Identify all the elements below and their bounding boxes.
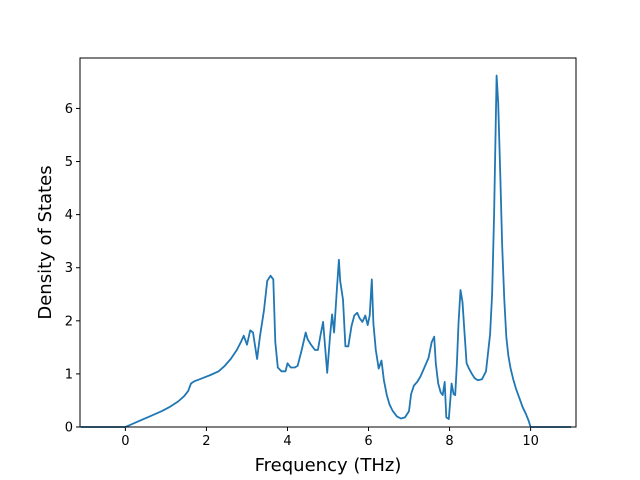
y-tick-label: 6 (65, 102, 73, 117)
x-tick-label: 2 (202, 434, 210, 449)
series-layer (80, 74, 572, 428)
y-axis-label: Density of States (35, 165, 56, 319)
x-tick-label: 4 (283, 434, 291, 449)
dos-series-line (80, 74, 572, 428)
y-tick-label: 4 (65, 208, 73, 223)
x-axis: 0 2 4 6 8 10 (121, 427, 539, 449)
x-axis-label: Frequency (THz) (255, 455, 402, 476)
x-tick-label: 0 (121, 434, 129, 449)
x-tick-label: 8 (445, 434, 453, 449)
y-tick-label: 0 (65, 421, 73, 436)
y-axis: 0 1 2 3 4 5 6 (65, 102, 80, 436)
plot-area-frame (79, 57, 577, 428)
y-tick-label: 5 (65, 155, 73, 170)
y-tick-label: 2 (65, 314, 73, 329)
x-tick-label: 6 (364, 434, 372, 449)
y-tick-label: 1 (65, 367, 73, 382)
y-tick-label: 3 (65, 261, 73, 276)
x-tick-label: 10 (522, 434, 539, 449)
